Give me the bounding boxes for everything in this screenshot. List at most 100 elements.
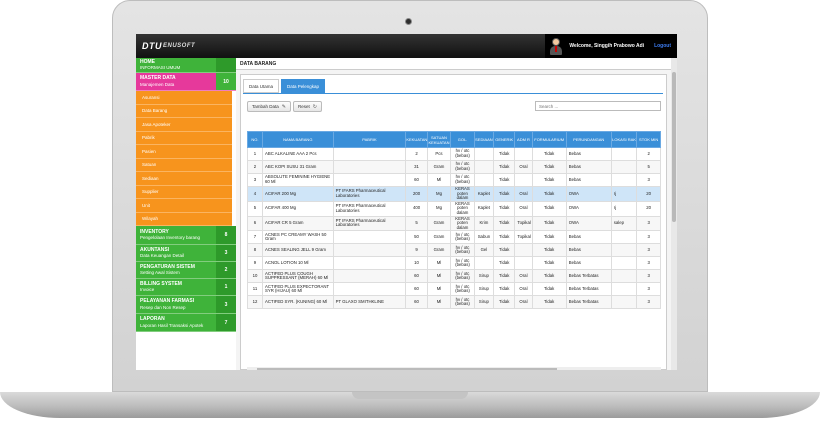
vertical-scroll-thumb[interactable] bbox=[672, 72, 676, 222]
sidebar-menu-item[interactable]: BILLING SYSTEM Invoice 1 bbox=[136, 279, 236, 296]
table-row[interactable]: 9 ACNOL LOTION 10 Ml 10 Ml hv / otc (bebas) T… bbox=[247, 256, 661, 271]
table-row[interactable]: 2 ABC KOPI SUSU 31 Gram 31 Gram hv / otc (be… bbox=[247, 160, 661, 174]
page-title: DATA BARANG bbox=[236, 58, 677, 70]
table-cell: hv / otc (bebas) bbox=[450, 160, 475, 174]
search-input[interactable] bbox=[535, 101, 661, 111]
table-cell bbox=[610, 256, 638, 271]
table-cell bbox=[332, 243, 407, 258]
horizontal-scrollbar[interactable] bbox=[247, 367, 661, 370]
table-cell: 20 bbox=[636, 200, 661, 217]
sidebar-menu-item[interactable]: LAPORAN Laporan Hasil Transaksi Apotek 7 bbox=[136, 314, 236, 332]
table-cell: 3 bbox=[636, 256, 661, 271]
column-header[interactable]: NAMA BARANG bbox=[261, 131, 334, 148]
sidebar: HOME INFORMASI UMUM MASTER DATA Manajemen D… bbox=[136, 58, 236, 370]
vertical-scrollbar[interactable] bbox=[671, 58, 677, 370]
sidebar-menu-text: BILLING SYSTEM Invoice bbox=[136, 281, 216, 293]
sidebar-menu-item[interactable]: PELAYANAN FARMASI Resep dan Non Resep 3 bbox=[136, 296, 236, 314]
table-cell: ABSOLUTE FEMININE HYGIENE 60 Ml bbox=[261, 173, 334, 187]
sidebar-menu-text: HOME INFORMASI UMUM bbox=[136, 59, 216, 71]
welcome-text: Welcome, Singgih Prabowo Adi bbox=[569, 43, 645, 49]
table-cell: 10 bbox=[405, 256, 428, 271]
sidebar-menu-subtitle: Resep dan Non Resep bbox=[140, 304, 186, 310]
data-table: NO. NAMA BARANG PABRIK KEKUATAN SATUAN KEKUA… bbox=[247, 131, 661, 310]
table-row[interactable]: 4 ACIFAR 200 Mg PT IFARS Pharmaceutical La… bbox=[247, 186, 661, 202]
sidebar-menu-text: INVENTORY Pengelolaan Inventory barang bbox=[136, 229, 216, 241]
column-header[interactable]: GOL. bbox=[450, 131, 475, 148]
sidebar-subitem[interactable]: Data Barang bbox=[136, 104, 232, 118]
column-header[interactable]: SEDIAAN bbox=[473, 131, 495, 148]
table-row[interactable]: 11 ACTIFED PLUS EXPECTORANT SYR (HIJAU) 6… bbox=[247, 282, 661, 297]
sidebar-subitem[interactable]: Pasien bbox=[136, 145, 232, 159]
table-row[interactable]: 5 ACIFAR 400 Mg PT IFARS Pharmaceutical La… bbox=[247, 200, 661, 217]
top-bar: DTU ENUSOFT Welcome, Singgih Prabowo Adi… bbox=[136, 34, 677, 58]
table-cell: 1 bbox=[247, 147, 263, 161]
laptop-notch bbox=[352, 392, 468, 399]
sidebar-subitem[interactable]: Asuransi bbox=[136, 91, 232, 105]
table-cell: Tidak bbox=[531, 295, 567, 310]
table-cell: PT IFARS Pharmaceutical Laboratories bbox=[332, 215, 407, 232]
webcam-icon bbox=[405, 18, 412, 25]
table-cell: Bebas bbox=[565, 173, 612, 187]
table-cell: hv / otc (bebas) bbox=[450, 295, 475, 310]
table-row[interactable]: 7 ACNES PC CREAMY WASH 50 Gram 50 Gram hv / … bbox=[247, 230, 661, 245]
table-row[interactable]: 1 ABC ALKALINE AAA 2 Pcs 2 Pcs hv / otc (beb… bbox=[247, 147, 661, 161]
table-cell: Tidak bbox=[493, 230, 516, 245]
sidebar-menu-title: LAPORAN bbox=[140, 316, 165, 322]
table-cell: 3 bbox=[636, 173, 661, 187]
table-cell: 3 bbox=[247, 173, 263, 187]
sidebar-menu-subtitle: Manajemen Data bbox=[140, 81, 175, 87]
sidebar-menu-item[interactable]: AKUNTANSI Data Keuangan Detail 3 bbox=[136, 245, 236, 262]
table-cell: Krim bbox=[473, 215, 495, 232]
table-row[interactable]: 10 ACTIFED PLUS COUGH SUPPRESSANT (MERAH)… bbox=[247, 269, 661, 284]
app-logo[interactable]: DTU ENUSOFT bbox=[142, 41, 195, 51]
table-cell: KERAS poten dalam bbox=[450, 215, 475, 232]
column-header[interactable]: PERUNDANGAN bbox=[565, 131, 612, 148]
reset-button[interactable]: Reset ↻ bbox=[293, 101, 322, 112]
tab-data-utama[interactable]: Data Utama bbox=[243, 79, 280, 93]
sidebar-subitem[interactable]: Satuan bbox=[136, 158, 232, 172]
table-cell bbox=[514, 243, 533, 258]
sidebar-subitem[interactable]: Unit bbox=[136, 199, 232, 213]
table-row[interactable]: 6 ACIFAR CR 5 Gram PT IFARS Pharmaceutical… bbox=[247, 215, 661, 232]
table-cell: 2 bbox=[636, 147, 661, 161]
column-header[interactable]: SATUAN KEKUATAN bbox=[426, 131, 452, 148]
column-header[interactable]: FORMULARIUM bbox=[531, 131, 567, 148]
sidebar-subitem[interactable]: Pabrik bbox=[136, 131, 232, 145]
table-cell bbox=[332, 147, 407, 161]
table-cell: 9 bbox=[405, 243, 428, 258]
table-cell: 9 bbox=[247, 256, 263, 271]
sidebar-menu-item[interactable]: INVENTORY Pengelolaan Inventory barang 8 bbox=[136, 226, 236, 245]
table-header-row: NO. NAMA BARANG PABRIK KEKUATAN SATUAN KEKUA… bbox=[247, 131, 661, 148]
horizontal-scroll-thumb[interactable] bbox=[257, 368, 557, 370]
table-cell bbox=[473, 147, 495, 161]
sidebar-menu-item[interactable]: MASTER DATA Manajemen Data 10 bbox=[136, 73, 236, 91]
column-header[interactable]: STOK MIN bbox=[636, 131, 661, 148]
table-cell: Bebas Terbatas bbox=[565, 282, 612, 297]
app-screen: DTU ENUSOFT Welcome, Singgih Prabowo Adi… bbox=[136, 34, 677, 370]
table-row[interactable]: 8 ACNES SEALING JELL 9 Gram 9 Gram hv / otc … bbox=[247, 243, 661, 258]
column-header[interactable]: ADM R bbox=[514, 131, 533, 148]
sidebar-menu-subtitle: Laporan Hasil Transaksi Apotek bbox=[140, 322, 204, 328]
add-data-button[interactable]: Tambah Data ✎ bbox=[247, 101, 291, 112]
column-header[interactable]: KEKUATAN bbox=[405, 131, 428, 148]
sidebar-menu-item[interactable]: HOME INFORMASI UMUM bbox=[136, 58, 236, 73]
sidebar-subitem[interactable]: Supplier bbox=[136, 185, 232, 199]
column-header[interactable]: LOKASI RAK bbox=[610, 131, 638, 148]
sidebar-menu-badge: 8 bbox=[216, 226, 236, 244]
table-cell: Oral bbox=[514, 160, 533, 174]
sidebar-subitem[interactable]: Jasa Apoteker bbox=[136, 118, 232, 132]
column-header[interactable]: NO. bbox=[247, 131, 263, 148]
table-row[interactable]: 12 ACTIFED SYR. (KUNING) 60 Ml PT GLAXO SM… bbox=[247, 295, 661, 310]
sidebar-menu-item[interactable]: PENGATURAN SISTEM Setting Awal Sistem 2 bbox=[136, 262, 236, 279]
table-cell: Ml bbox=[426, 269, 452, 284]
tab-data-pelengkap[interactable]: Data Pelengkap bbox=[281, 79, 326, 93]
sidebar-subitem[interactable]: Sediaan bbox=[136, 172, 232, 186]
table-cell: PT GLAXO SMITHKLINE bbox=[332, 295, 407, 310]
table-row[interactable]: 3 ABSOLUTE FEMININE HYGIENE 60 Ml 60 Ml hv /… bbox=[247, 173, 661, 187]
column-header[interactable]: GENERIK bbox=[493, 131, 516, 148]
sidebar-subitem[interactable]: Wilayah bbox=[136, 212, 232, 226]
logout-link[interactable]: Logout bbox=[654, 43, 671, 49]
column-header[interactable]: PABRIK bbox=[332, 131, 407, 148]
table-cell: Tidak bbox=[531, 269, 567, 284]
table-cell: 3 bbox=[636, 215, 661, 232]
